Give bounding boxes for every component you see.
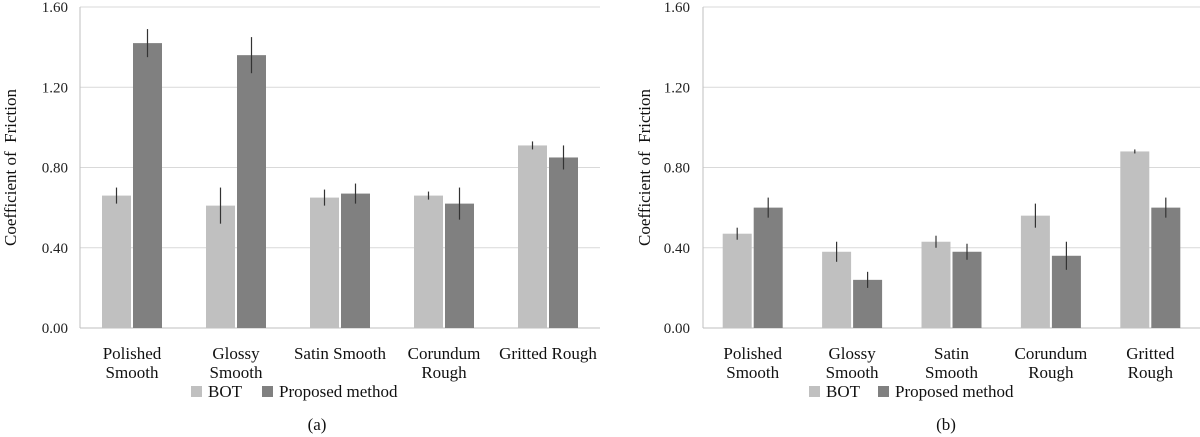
- legend-swatch-proposed: [262, 386, 273, 397]
- bar-proposed: [133, 43, 162, 329]
- category-label: Smooth: [210, 363, 263, 382]
- category-label: Rough: [1028, 363, 1074, 382]
- bar-bot: [102, 195, 131, 328]
- category-label: Smooth: [826, 363, 879, 382]
- y-tick-label: 0.00: [42, 321, 68, 337]
- bar-bot: [518, 145, 547, 328]
- category-label: Satin Smooth: [294, 344, 387, 363]
- category-label: Smooth: [925, 363, 978, 382]
- bar-proposed: [549, 157, 578, 328]
- bar-bot: [921, 241, 951, 328]
- panel-caption: (b): [936, 415, 956, 434]
- y-tick-label: 0.40: [42, 241, 68, 257]
- y-axis-label: Coefficient of Friction: [635, 89, 654, 246]
- legend-swatch-proposed: [878, 386, 889, 397]
- category-label: Polished: [103, 344, 162, 363]
- category-label: Polished: [723, 344, 782, 363]
- bar-proposed: [341, 193, 370, 328]
- category-label: Corundum: [408, 344, 481, 363]
- y-tick-label: 0.80: [664, 161, 690, 177]
- bar-proposed: [753, 207, 783, 328]
- category-label: Glossy: [212, 344, 260, 363]
- legend-label-bot: BOT: [208, 382, 243, 401]
- y-tick-label: 0.00: [664, 321, 690, 337]
- bar-proposed: [1151, 207, 1181, 328]
- y-axis-label: Coefficient of Friction: [1, 89, 20, 246]
- legend-label-proposed: Proposed method: [279, 382, 398, 401]
- y-tick-label: 0.80: [42, 161, 68, 177]
- category-label: Smooth: [106, 363, 159, 382]
- panel-caption: (a): [308, 415, 327, 434]
- bar-bot: [414, 195, 443, 328]
- y-tick-label: 1.60: [42, 0, 68, 16]
- legend-swatch-bot: [191, 386, 202, 397]
- y-tick-label: 1.20: [664, 80, 690, 96]
- category-label: Rough: [1128, 363, 1174, 382]
- bar-bot: [310, 197, 339, 328]
- bar-bot: [1020, 215, 1050, 328]
- bar-bot: [722, 233, 752, 328]
- category-label: Satin: [934, 344, 969, 363]
- bar-bot: [822, 251, 852, 328]
- category-label: Gritted: [1126, 344, 1175, 363]
- legend-label-proposed: Proposed method: [895, 382, 1014, 401]
- category-label: Smooth: [726, 363, 779, 382]
- chart-panel-b: 0.00 0.40 0.80 1.20 1.60 Coefficient of Frict…: [635, 0, 1200, 434]
- bar-proposed: [952, 251, 982, 328]
- y-tick-label: 1.20: [42, 80, 68, 96]
- bar-proposed: [237, 55, 266, 329]
- bar-bot: [206, 205, 235, 328]
- category-label: Glossy: [828, 344, 876, 363]
- legend-label-bot: BOT: [826, 382, 861, 401]
- bar-proposed: [445, 203, 474, 328]
- category-label: Corundum: [1015, 344, 1088, 363]
- chart-panel-a: 0.00 0.40 0.80 1.20 1.60 Coefficient of Frict…: [1, 0, 600, 434]
- category-label: Gritted Rough: [499, 344, 597, 363]
- bar-bot: [1120, 151, 1150, 328]
- y-tick-label: 1.60: [664, 0, 690, 16]
- category-label: Rough: [421, 363, 467, 382]
- legend-swatch-bot: [809, 386, 820, 397]
- y-tick-label: 0.40: [664, 241, 690, 257]
